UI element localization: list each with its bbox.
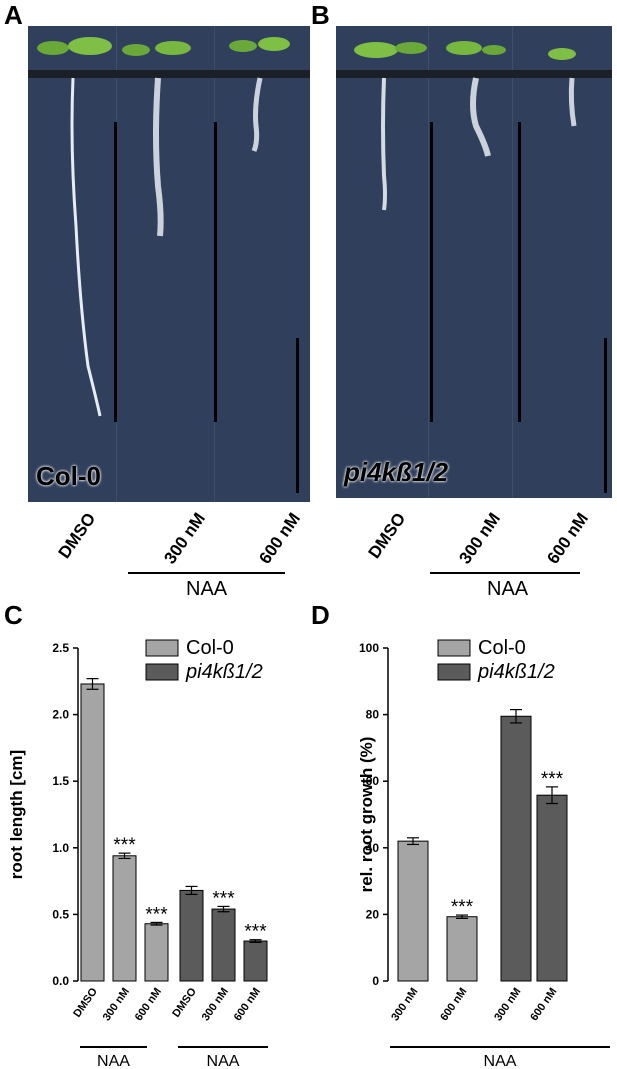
legend-label: pi4kß1/2 bbox=[185, 661, 263, 683]
significance-label: *** bbox=[541, 769, 564, 790]
legend-label: pi4kß1/2 bbox=[477, 661, 555, 683]
bar bbox=[144, 923, 169, 982]
x-tick-label: 300 nM bbox=[492, 986, 523, 1023]
significance-label: *** bbox=[451, 897, 474, 918]
legend-label: Col-0 bbox=[478, 637, 526, 659]
bar bbox=[397, 840, 429, 982]
significance-label: *** bbox=[244, 922, 267, 943]
significance-label: *** bbox=[145, 904, 168, 925]
chart-root-length: 0.0 0.5 1.0 1.5 2.0 2.5 root length [cm] DMSO **… bbox=[7, 637, 268, 1069]
bar bbox=[243, 940, 268, 982]
bar bbox=[211, 908, 236, 982]
treatment-label-600nm: 600 nM bbox=[255, 509, 305, 568]
seedling-image bbox=[28, 37, 310, 493]
treatment-label-dmso: DMSO bbox=[54, 509, 100, 562]
treatment-label-dmso: DMSO bbox=[364, 509, 410, 562]
significance-label: *** bbox=[113, 835, 136, 856]
panel-letter-b: B bbox=[311, 0, 330, 30]
y-tick-label: 80 bbox=[366, 708, 380, 722]
panel-letter-a: A bbox=[4, 0, 23, 30]
genotype-label-col0: Col-0 bbox=[36, 461, 101, 491]
seedling-photo-mutant: pi4kß1/2 bbox=[336, 26, 612, 498]
y-axis-label: root length [cm] bbox=[7, 750, 26, 879]
naa-bracket bbox=[430, 572, 580, 574]
y-axis-label: rel. root growth (%) bbox=[357, 737, 376, 893]
panel-letter-d: D bbox=[311, 600, 330, 630]
bar bbox=[179, 889, 204, 982]
y-tick-label: 0.5 bbox=[52, 907, 69, 921]
x-tick-label: 600 nM bbox=[232, 986, 263, 1023]
treatment-label-600nm: 600 nM bbox=[543, 509, 593, 568]
y-tick-label: 60 bbox=[366, 774, 380, 788]
x-tick-label: 600 nM bbox=[528, 986, 559, 1023]
naa-label: NAA bbox=[97, 1053, 130, 1069]
y-tick-label: 100 bbox=[359, 641, 379, 655]
legend-swatch bbox=[437, 663, 471, 681]
x-tick-label: 300 nM bbox=[200, 986, 231, 1023]
y-tick-label: 0.0 bbox=[52, 974, 69, 988]
naa-label: NAA bbox=[207, 1053, 240, 1069]
y-tick-label: 0 bbox=[372, 974, 379, 988]
chart-rel-root-growth: 0 20 40 60 80 100 rel. root growth (%) 300 nM **… bbox=[357, 637, 610, 1069]
x-tick-label: 300 nM bbox=[389, 986, 420, 1023]
naa-bracket bbox=[128, 572, 285, 574]
legend-swatch bbox=[145, 639, 179, 657]
significance-label: *** bbox=[212, 888, 235, 909]
seedling-photo-col0: Col-0 bbox=[28, 26, 310, 502]
legend-label: Col-0 bbox=[186, 637, 234, 659]
treatment-label-300nm: 300 nM bbox=[160, 509, 210, 568]
bar bbox=[446, 916, 478, 982]
y-tick-label: 40 bbox=[366, 841, 380, 855]
genotype-label-mutant: pi4kß1/2 bbox=[344, 457, 449, 487]
x-tick-label: 600 nM bbox=[133, 986, 164, 1023]
naa-label: NAA bbox=[484, 1053, 517, 1069]
naa-label: NAA bbox=[487, 578, 529, 600]
naa-label: NAA bbox=[186, 578, 228, 600]
bar bbox=[536, 794, 568, 982]
panel-letter-c: C bbox=[4, 600, 23, 630]
y-tick-label: 1.0 bbox=[52, 841, 69, 855]
y-tick-label: 1.5 bbox=[52, 774, 69, 788]
y-tick-label: 20 bbox=[366, 907, 380, 921]
seedling-image bbox=[336, 41, 612, 493]
x-tick-label: 600 nM bbox=[438, 986, 469, 1023]
bar bbox=[112, 855, 137, 982]
legend-swatch bbox=[145, 663, 179, 681]
y-tick-label: 2.0 bbox=[52, 708, 69, 722]
x-tick-label: DMSO bbox=[71, 985, 100, 1019]
legend-swatch bbox=[437, 639, 471, 657]
treatment-label-300nm: 300 nM bbox=[455, 509, 505, 568]
bar bbox=[500, 715, 532, 982]
bar bbox=[80, 683, 105, 982]
y-tick-label: 2.5 bbox=[52, 641, 69, 655]
x-tick-label: DMSO bbox=[170, 985, 199, 1019]
x-tick-label: 300 nM bbox=[101, 986, 132, 1023]
